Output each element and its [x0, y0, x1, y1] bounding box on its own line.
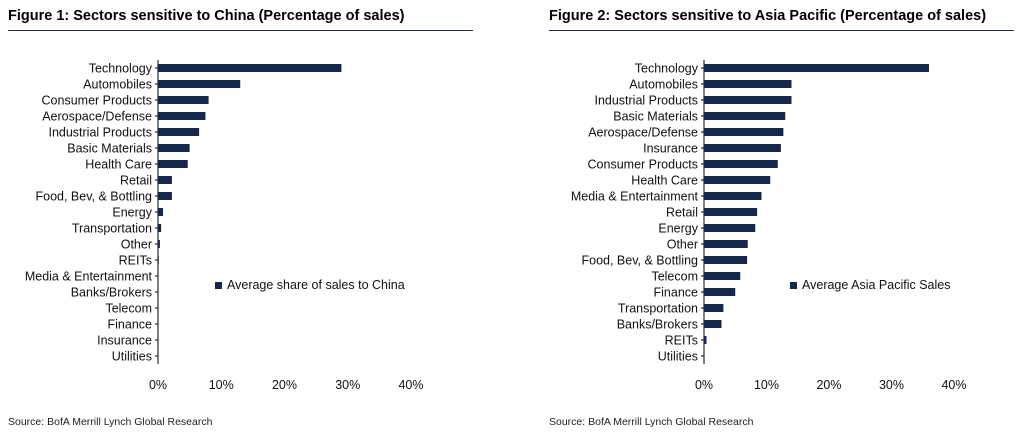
x-tick-label: 0%: [149, 378, 167, 392]
bar: [704, 320, 722, 328]
category-label: Food, Bev, & Bottling: [582, 254, 699, 268]
category-label: Insurance: [97, 334, 152, 348]
bar: [704, 80, 792, 88]
bar: [158, 256, 159, 264]
figure-2-panel: Figure 2: Sectors sensitive to Asia Paci…: [549, 0, 1019, 436]
figure-2-chart: Technology Automobiles Industrial Products…: [571, 60, 967, 392]
bar: [158, 144, 190, 152]
bar: [158, 96, 209, 104]
bar: [158, 176, 172, 184]
category-label: Aerospace/Defense: [42, 110, 152, 124]
category-label: Media & Entertainment: [25, 270, 153, 284]
category-label: Insurance: [643, 142, 698, 156]
bar: [704, 336, 707, 344]
category-label: Energy: [112, 206, 152, 220]
category-label: Media & Entertainment: [571, 190, 699, 204]
legend-label: Average Asia Pacific Sales: [802, 278, 950, 292]
category-label: Retail: [666, 206, 698, 220]
category-label: Consumer Products: [588, 158, 698, 172]
x-tick-label: 0%: [695, 378, 713, 392]
category-label: Banks/Brokers: [617, 318, 698, 332]
bar: [704, 64, 929, 72]
category-label: Telecom: [651, 270, 698, 284]
bar: [704, 288, 736, 296]
bar: [704, 224, 756, 232]
x-tick-label: 30%: [879, 378, 904, 392]
figure-2-title-rule: [549, 30, 1014, 31]
bar: [158, 64, 342, 72]
x-tick-label: 40%: [941, 378, 966, 392]
category-label: Aerospace/Defense: [588, 126, 698, 140]
category-label: Energy: [658, 222, 698, 236]
category-label: Retail: [120, 174, 152, 188]
bar: [704, 176, 771, 184]
bar: [158, 208, 164, 216]
category-label: REITs: [665, 334, 698, 348]
figure-1-chart: Technology Automobiles Consumer Products Ae…: [25, 60, 424, 392]
legend: Average share of sales to China: [215, 278, 405, 292]
category-label: Technology: [635, 62, 699, 76]
bar: [704, 96, 792, 104]
x-tick-label: 20%: [816, 378, 841, 392]
category-label: Other: [667, 238, 698, 252]
category-label: Basic Materials: [67, 142, 152, 156]
category-label: Finance: [108, 318, 153, 332]
category-label: Health Care: [85, 158, 152, 172]
bar: [704, 160, 778, 168]
x-tick-label: 20%: [272, 378, 297, 392]
bar: [158, 240, 160, 248]
figure-2-title: Figure 2: Sectors sensitive to Asia Paci…: [549, 8, 987, 24]
category-label: Telecom: [105, 302, 152, 316]
category-label: Basic Materials: [613, 110, 698, 124]
bar: [158, 128, 200, 136]
x-tick-label: 30%: [335, 378, 360, 392]
bar: [158, 80, 241, 88]
bar: [704, 256, 748, 264]
category-label: Technology: [89, 62, 153, 76]
legend: Average Asia Pacific Sales: [790, 278, 950, 292]
bar: [704, 144, 781, 152]
category-label: Transportation: [618, 302, 698, 316]
legend-swatch: [215, 282, 222, 289]
x-tick-label: 10%: [209, 378, 234, 392]
category-label: Consumer Products: [42, 94, 152, 108]
bar: [704, 272, 741, 280]
figure-1-panel: Figure 1: Sectors sensitive to China (Pe…: [8, 0, 478, 436]
legend-swatch: [790, 282, 797, 289]
bar: [158, 224, 162, 232]
figure-1-title-rule: [8, 30, 473, 31]
category-label: Finance: [654, 286, 699, 300]
category-label: Food, Bev, & Bottling: [36, 190, 153, 204]
category-label: REITs: [119, 254, 152, 268]
bar: [704, 112, 786, 120]
bar: [158, 192, 172, 200]
bar: [704, 240, 748, 248]
figure-2-source: Source: BofA Merrill Lynch Global Resear…: [549, 416, 754, 428]
bar: [704, 304, 724, 312]
bar: [704, 208, 758, 216]
x-tick-label: 10%: [754, 378, 779, 392]
figure-1-title: Figure 1: Sectors sensitive to China (Pe…: [8, 8, 405, 24]
category-label: Utilities: [658, 350, 698, 364]
figure-1-source: Source: BofA Merrill Lynch Global Resear…: [8, 416, 213, 428]
category-label: Banks/Brokers: [71, 286, 152, 300]
legend-label: Average share of sales to China: [227, 278, 405, 292]
category-label: Transportation: [72, 222, 152, 236]
category-label: Utilities: [112, 350, 152, 364]
category-label: Other: [121, 238, 152, 252]
category-label: Automobiles: [629, 78, 698, 92]
x-tick-label: 40%: [398, 378, 423, 392]
bar: [158, 160, 188, 168]
category-label: Industrial Products: [48, 126, 152, 140]
bar: [704, 192, 762, 200]
category-label: Industrial Products: [594, 94, 698, 108]
bar: [158, 112, 206, 120]
bar: [704, 128, 784, 136]
category-label: Automobiles: [83, 78, 152, 92]
category-label: Health Care: [631, 174, 698, 188]
